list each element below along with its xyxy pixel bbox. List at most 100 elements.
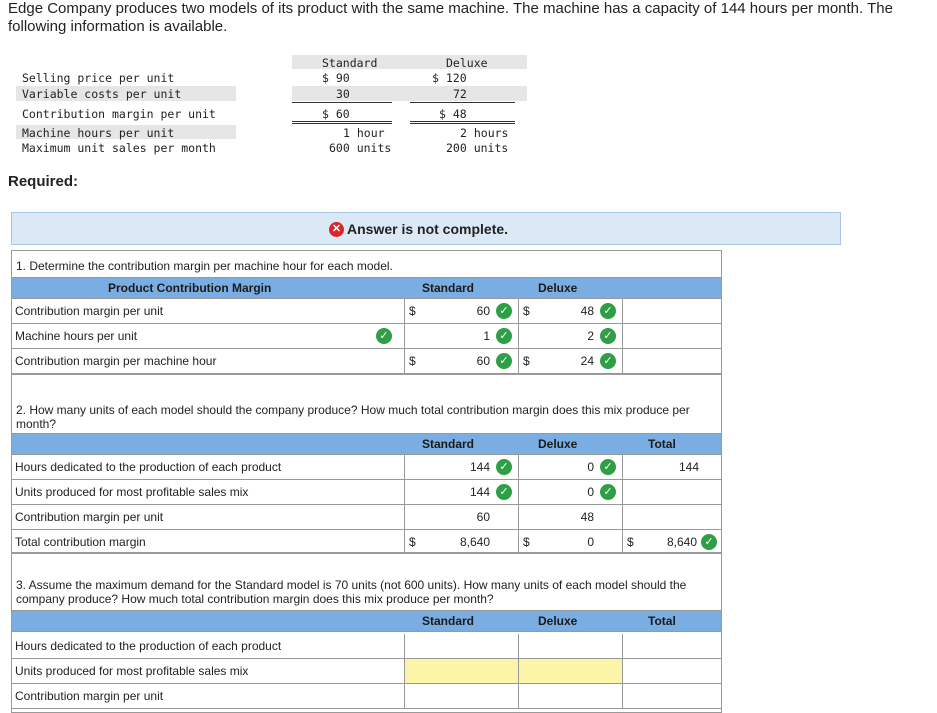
header-label: Product Contribution Margin: [108, 281, 272, 295]
info-label: Selling price per unit: [22, 71, 175, 85]
deluxe-input[interactable]: [518, 634, 622, 658]
info-value: $ 60: [322, 107, 350, 121]
info-value: 1 hour: [343, 126, 385, 140]
check-icon: ✓: [376, 328, 392, 344]
info-value: 30: [336, 87, 350, 101]
row-label: Hours dedicated to the production of eac…: [15, 460, 282, 474]
check-icon: ✓: [496, 353, 512, 369]
cell-value: 60: [476, 354, 490, 368]
standard-cell: [404, 684, 518, 708]
total-cell[interactable]: $ 8,640 ✓: [622, 530, 721, 554]
table-row: Hours dedicated to the production of eac…: [12, 634, 721, 659]
row-label: Total contribution margin: [15, 535, 146, 549]
cell-value: 0: [587, 535, 594, 549]
x-circle-icon: ✕: [329, 222, 344, 237]
answer-status-banner: ✕ Answer is not complete.: [11, 212, 841, 245]
deluxe-cell: 48: [518, 505, 622, 529]
info-value: $ 48: [439, 107, 467, 121]
header-standard: Standard: [422, 281, 475, 295]
header-total: Total: [648, 614, 676, 628]
cell-value: 24: [580, 354, 594, 368]
required-heading: Required:: [8, 173, 79, 190]
standard-cell[interactable]: 144 ✓: [404, 480, 518, 504]
part1-panel: 1. Determine the contribution margin per…: [11, 250, 722, 374]
problem-intro: Edge Company produces two models of its …: [8, 0, 893, 35]
info-value: 600 units: [329, 141, 392, 155]
row-label: Machine hours per unit: [15, 329, 138, 343]
row-label: Contribution margin per unit: [15, 689, 164, 703]
standard-cell[interactable]: 144 ✓: [404, 455, 518, 479]
deluxe-cell: $ 0: [518, 530, 622, 554]
info-label: Variable costs per unit: [22, 87, 182, 101]
info-col-standard: Standard: [322, 56, 378, 70]
dollar-sign: $: [523, 304, 530, 318]
standard-cell[interactable]: $ 60 ✓: [404, 299, 518, 323]
info-col-deluxe: Deluxe: [446, 56, 488, 70]
info-label: Contribution margin per unit: [22, 107, 216, 121]
total-cell: [622, 684, 721, 708]
cell-value: 144: [469, 485, 490, 499]
check-icon: ✓: [496, 459, 512, 475]
total-cell: [622, 480, 721, 504]
table-row: Hours dedicated to the production of eac…: [12, 455, 721, 480]
header-deluxe: Deluxe: [538, 437, 578, 451]
part1-header: Product Contribution Margin Standard Del…: [12, 277, 721, 299]
info-value: 200 units: [446, 141, 509, 155]
part2-panel: 2. How many units of each model should t…: [11, 374, 722, 555]
deluxe-cell[interactable]: $ 48 ✓: [518, 299, 622, 323]
dollar-sign: $: [409, 354, 416, 368]
table-row: Machine hours per unit ✓ 1 ✓ 2 ✓: [12, 324, 721, 349]
cell-value: 48: [580, 510, 594, 524]
header-standard: Standard: [422, 614, 475, 628]
part3-question: 3. Assume the maximum demand for the Sta…: [16, 578, 687, 606]
row-label: Hours dedicated to the production of eac…: [15, 639, 282, 653]
table-row: Contribution margin per unit 60 48: [12, 505, 721, 530]
cell-value: 144: [678, 460, 699, 474]
cell-value: 144: [469, 460, 490, 474]
deluxe-cell[interactable]: $ 24 ✓: [518, 349, 622, 373]
deluxe-input[interactable]: [518, 659, 622, 683]
standard-input[interactable]: [404, 634, 518, 658]
info-label: Machine hours per unit: [22, 126, 175, 140]
header-total: Total: [648, 437, 676, 451]
info-value: 2 hours: [460, 126, 509, 140]
dollar-sign: $: [409, 535, 416, 549]
check-icon: ✓: [600, 328, 616, 344]
header-deluxe: Deluxe: [538, 614, 578, 628]
info-value: $ 120: [432, 71, 467, 85]
part3-panel: 3. Assume the maximum demand for the Sta…: [11, 553, 722, 713]
info-value: 72: [453, 87, 467, 101]
cell-value: 2: [587, 329, 594, 343]
table-row: Units produced for most profitable sales…: [12, 480, 721, 505]
dollar-sign: $: [627, 535, 634, 549]
check-icon: ✓: [496, 328, 512, 344]
cell-value: 60: [476, 304, 490, 318]
part1-question: 1. Determine the contribution margin per…: [16, 259, 393, 273]
standard-cell[interactable]: 1 ✓: [404, 324, 518, 348]
info-value: $ 90: [322, 71, 350, 85]
total-cell: [622, 505, 721, 529]
cell-value: 1: [483, 329, 490, 343]
dollar-sign: $: [523, 354, 530, 368]
table-row: Total contribution margin $ 8,640 $ 0 $ …: [12, 530, 721, 555]
deluxe-cell[interactable]: 2 ✓: [518, 324, 622, 348]
deluxe-cell[interactable]: 0 ✓: [518, 480, 622, 504]
part2-question: 2. How many units of each model should t…: [16, 403, 690, 431]
part3-header: Standard Deluxe Total: [12, 610, 721, 632]
check-icon: ✓: [496, 484, 512, 500]
total-cell: 144: [622, 455, 721, 479]
standard-cell[interactable]: $ 60 ✓: [404, 349, 518, 373]
row-label: Contribution margin per unit: [15, 510, 164, 524]
header-standard: Standard: [422, 437, 475, 451]
table-row: Units produced for most profitable sales…: [12, 659, 721, 684]
row-label: Contribution margin per unit: [15, 304, 164, 318]
cell-value: 0: [587, 485, 594, 499]
deluxe-cell: [518, 684, 622, 708]
table-row: Contribution margin per unit $ 60 ✓ $ 48…: [12, 299, 721, 324]
standard-input[interactable]: [404, 659, 518, 683]
cell-value: 0: [587, 460, 594, 474]
part2-header: Standard Deluxe Total: [12, 433, 721, 455]
dollar-sign: $: [523, 535, 530, 549]
deluxe-cell[interactable]: 0 ✓: [518, 455, 622, 479]
table-row: Contribution margin per unit: [12, 684, 721, 709]
